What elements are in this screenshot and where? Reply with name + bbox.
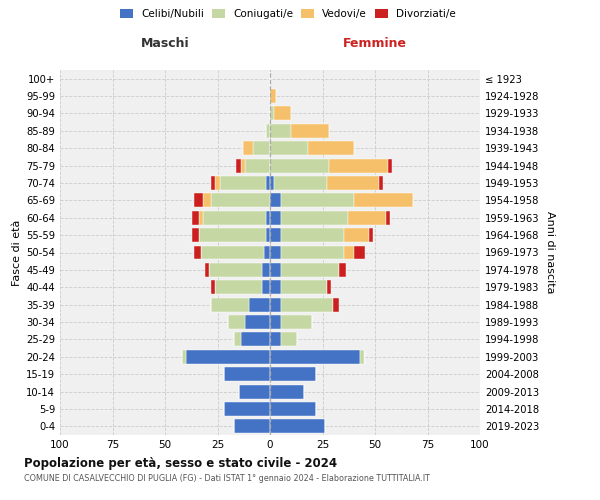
Text: COMUNE DI CASALVECCHIO DI PUGLIA (FG) - Dati ISTAT 1° gennaio 2024 - Elaborazion: COMUNE DI CASALVECCHIO DI PUGLIA (FG) - …	[24, 474, 430, 483]
Bar	[199, 228, 266, 242]
Bar	[224, 367, 270, 381]
Bar	[281, 263, 340, 277]
Bar	[262, 280, 270, 294]
Bar	[270, 384, 304, 398]
Bar	[270, 158, 329, 172]
Bar	[326, 176, 379, 190]
Bar	[386, 211, 390, 224]
Bar	[239, 384, 270, 398]
Bar	[194, 246, 201, 260]
Bar	[368, 228, 373, 242]
Bar	[266, 228, 270, 242]
Bar	[354, 246, 365, 260]
Bar	[182, 350, 186, 364]
Bar	[270, 298, 281, 312]
Bar	[186, 350, 270, 364]
Bar	[281, 332, 298, 346]
Bar	[234, 332, 241, 346]
Y-axis label: Anni di nascita: Anni di nascita	[545, 211, 555, 294]
Bar	[270, 263, 281, 277]
Bar	[281, 211, 348, 224]
Bar	[241, 332, 270, 346]
Bar	[281, 298, 333, 312]
Bar	[270, 176, 274, 190]
Bar	[205, 263, 209, 277]
Bar	[270, 142, 308, 155]
Bar	[308, 142, 354, 155]
Text: Popolazione per età, sesso e stato civile - 2024: Popolazione per età, sesso e stato civil…	[24, 458, 337, 470]
Bar	[270, 89, 277, 103]
Bar	[270, 246, 281, 260]
Bar	[215, 176, 220, 190]
Bar	[340, 263, 346, 277]
Bar	[194, 194, 203, 207]
Bar	[236, 158, 241, 172]
Bar	[270, 402, 316, 416]
Bar	[235, 420, 270, 434]
Bar	[270, 332, 281, 346]
Bar	[348, 211, 386, 224]
Bar	[329, 158, 388, 172]
Bar	[270, 194, 281, 207]
Bar	[200, 246, 264, 260]
Bar	[199, 211, 203, 224]
Bar	[249, 298, 270, 312]
Bar	[220, 176, 266, 190]
Bar	[193, 211, 199, 224]
Text: Femmine: Femmine	[343, 37, 407, 50]
Bar	[245, 158, 270, 172]
Bar	[274, 176, 326, 190]
Bar	[224, 402, 270, 416]
Bar	[326, 280, 331, 294]
Bar	[270, 367, 316, 381]
Bar	[209, 263, 262, 277]
Bar	[253, 142, 270, 155]
Bar	[379, 176, 383, 190]
Y-axis label: Fasce di età: Fasce di età	[12, 220, 22, 286]
Bar	[270, 106, 274, 120]
Bar	[281, 194, 354, 207]
Bar	[245, 315, 270, 329]
Bar	[266, 124, 270, 138]
Bar	[354, 194, 413, 207]
Bar	[333, 298, 340, 312]
Bar	[388, 158, 392, 172]
Bar	[203, 194, 211, 207]
Bar	[281, 315, 312, 329]
Bar	[270, 124, 291, 138]
Bar	[270, 211, 281, 224]
Bar	[211, 298, 249, 312]
Bar	[270, 350, 360, 364]
Bar	[262, 263, 270, 277]
Bar	[274, 106, 291, 120]
Bar	[281, 280, 326, 294]
Bar	[241, 158, 245, 172]
Bar	[203, 211, 266, 224]
Bar	[281, 246, 343, 260]
Bar	[270, 280, 281, 294]
Bar	[270, 420, 325, 434]
Bar	[291, 124, 329, 138]
Bar	[228, 315, 245, 329]
Bar	[281, 228, 343, 242]
Bar	[270, 315, 281, 329]
Text: Maschi: Maschi	[140, 37, 190, 50]
Bar	[211, 194, 270, 207]
Bar	[211, 176, 215, 190]
Bar	[264, 246, 270, 260]
Legend: Celibi/Nubili, Coniugati/e, Vedovi/e, Divorziati/e: Celibi/Nubili, Coniugati/e, Vedovi/e, Di…	[116, 5, 460, 24]
Bar	[211, 280, 215, 294]
Bar	[215, 280, 262, 294]
Bar	[242, 142, 253, 155]
Bar	[266, 211, 270, 224]
Bar	[193, 228, 199, 242]
Bar	[270, 228, 281, 242]
Bar	[266, 176, 270, 190]
Bar	[343, 228, 368, 242]
Bar	[360, 350, 364, 364]
Bar	[343, 246, 354, 260]
